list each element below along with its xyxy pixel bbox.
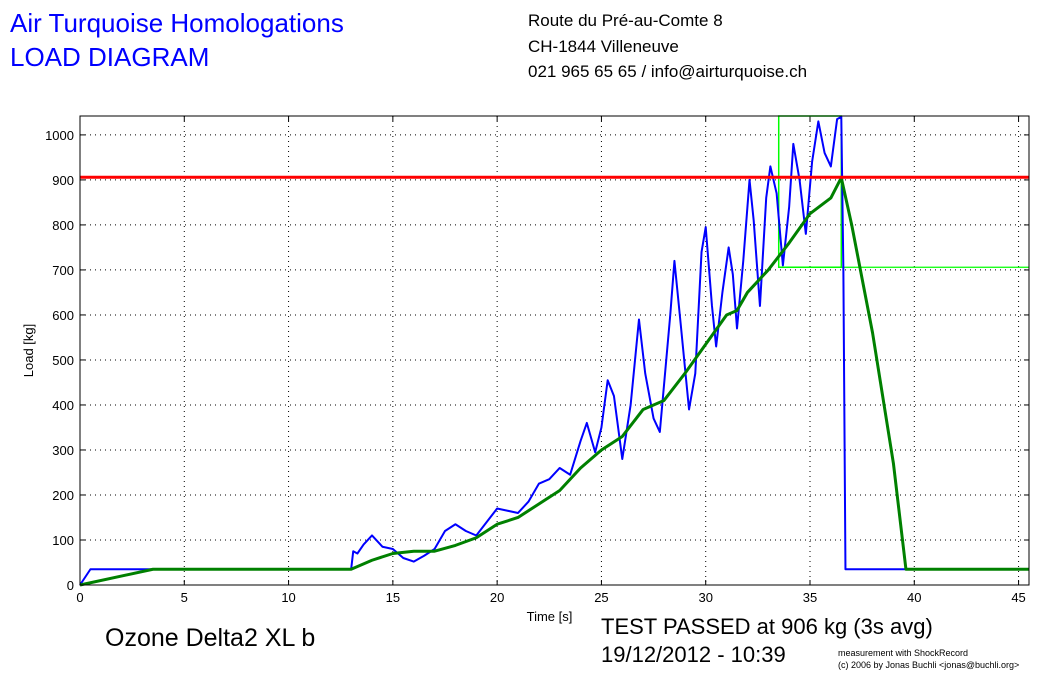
x-axis-label: Time [s] [527, 609, 573, 624]
plot-frame [79, 115, 1030, 586]
x-tick-label: 40 [907, 590, 921, 605]
y-tick-label: 500 [52, 353, 74, 368]
credit-line-1: measurement with ShockRecord [838, 648, 969, 658]
x-tick-label: 45 [1011, 590, 1025, 605]
y-tick-label: 1000 [45, 128, 74, 143]
x-tick-label: 30 [698, 590, 712, 605]
y-tick-label: 300 [52, 443, 74, 458]
x-tick-label: 25 [594, 590, 608, 605]
model-name: Ozone Delta2 XL b [105, 624, 316, 652]
address-line-1: Route du Pré-au-Comte 8 [528, 11, 723, 30]
x-tick-label: 0 [76, 590, 83, 605]
y-tick-label: 600 [52, 308, 74, 323]
x-tick-label: 35 [803, 590, 817, 605]
y-tick-label: 400 [52, 398, 74, 413]
x-tick-label: 5 [181, 590, 188, 605]
y-tick-label: 200 [52, 488, 74, 503]
header-title: Air Turquoise Homologations [10, 8, 344, 38]
series-3s-avg [79, 176, 1029, 587]
test-datetime: 19/12/2012 - 10:39 [601, 642, 786, 667]
y-tick-label: 900 [52, 173, 74, 188]
x-tick-label: 15 [386, 590, 400, 605]
y-tick-label: 800 [52, 218, 74, 233]
credit-line-2: (c) 2006 by Jonas Buchli <jonas@buchli.o… [838, 660, 1020, 670]
test-result: TEST PASSED at 906 kg (3s avg) [601, 614, 933, 639]
x-tick-label: 10 [281, 590, 295, 605]
y-tick-label: 100 [52, 533, 74, 548]
series-load [79, 115, 1029, 586]
plot-area [80, 116, 1029, 585]
x-tick-label: 20 [490, 590, 504, 605]
address-line-2: CH-1844 Villeneuve [528, 37, 679, 56]
y-axis-label: Load [kg] [21, 324, 36, 378]
y-tick-label: 700 [52, 263, 74, 278]
header-subtitle: LOAD DIAGRAM [10, 42, 210, 72]
address-line-3: 021 965 65 65 / info@airturquoise.ch [528, 62, 808, 81]
y-tick-label: 0 [67, 578, 74, 593]
